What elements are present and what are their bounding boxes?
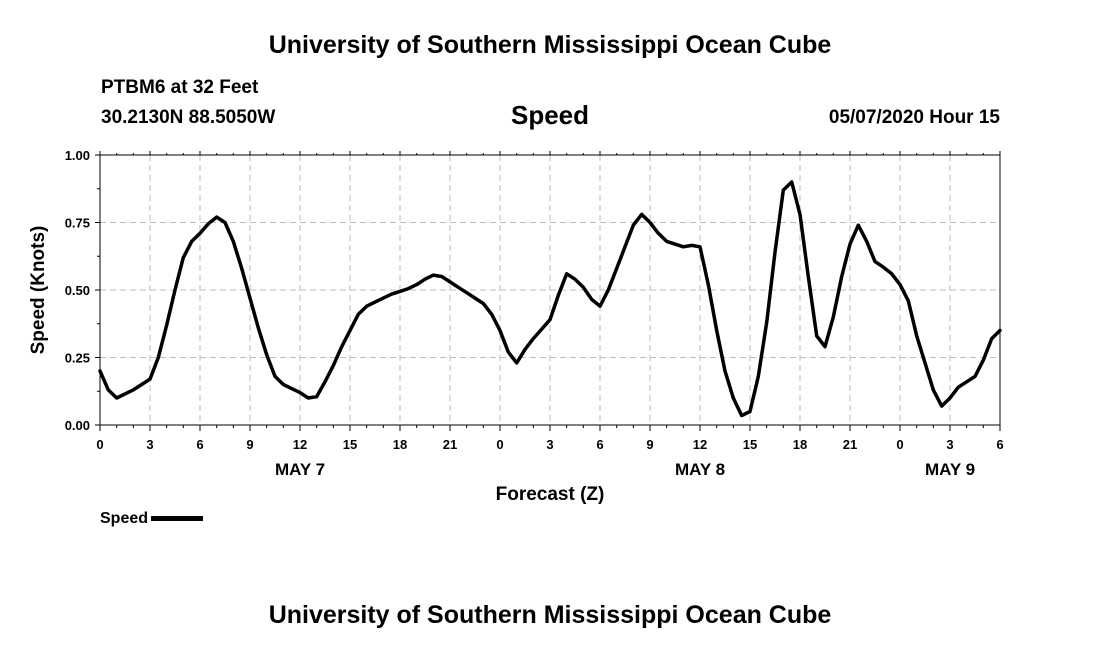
x-tick-label: 3	[946, 437, 953, 452]
x-tick-label: 3	[546, 437, 553, 452]
date-label: MAY 8	[675, 460, 725, 479]
x-tick-label: 3	[146, 437, 153, 452]
page-title-bottom: University of Southern Mississippi Ocean…	[268, 601, 832, 629]
legend-line-swatch	[151, 516, 204, 522]
x-tick-label: 12	[293, 437, 307, 452]
legend: Speed	[100, 510, 204, 528]
x-tick-label: 15	[343, 437, 357, 452]
y-tick-label: 0.75	[65, 216, 90, 231]
x-tick-label: 6	[996, 437, 1003, 452]
legend-label: Speed	[100, 510, 149, 527]
x-axis-title: Forecast (Z)	[496, 484, 605, 505]
x-tick-label: 0	[96, 437, 103, 452]
station-label: PTBM6 at 32 Feet	[101, 77, 259, 98]
page-title-top: University of Southern Mississippi Ocean…	[268, 31, 832, 59]
y-tick-label: 1.00	[65, 148, 90, 163]
plot-frame	[99, 154, 1001, 426]
x-tick-label: 0	[496, 437, 503, 452]
x-tick-label: 21	[843, 437, 857, 452]
forecast-datetime: 05/07/2020 Hour 15	[828, 107, 1000, 128]
y-tick-label: 0.25	[65, 351, 90, 366]
x-tick-label: 9	[646, 437, 653, 452]
x-tick-label: 18	[393, 437, 407, 452]
y-tick-label: 0.50	[65, 283, 90, 298]
x-tick-label: 15	[743, 437, 757, 452]
x-tick-label: 0	[896, 437, 903, 452]
date-label: MAY 7	[275, 460, 325, 479]
x-tick-label: 6	[196, 437, 203, 452]
x-tick-label: 9	[246, 437, 253, 452]
y-tick-label: 0.00	[65, 418, 90, 433]
x-tick-label: 21	[443, 437, 457, 452]
station-coordinates: 30.2130N 88.5050W	[101, 107, 276, 128]
series-line-speed	[98, 180, 1002, 418]
y-axis-title: Speed (Knots)	[28, 226, 49, 355]
x-tick-label: 6	[596, 437, 603, 452]
chart-title: Speed	[510, 100, 590, 130]
x-tick-label: 18	[793, 437, 807, 452]
date-label: MAY 9	[925, 460, 975, 479]
x-tick-label: 12	[693, 437, 707, 452]
